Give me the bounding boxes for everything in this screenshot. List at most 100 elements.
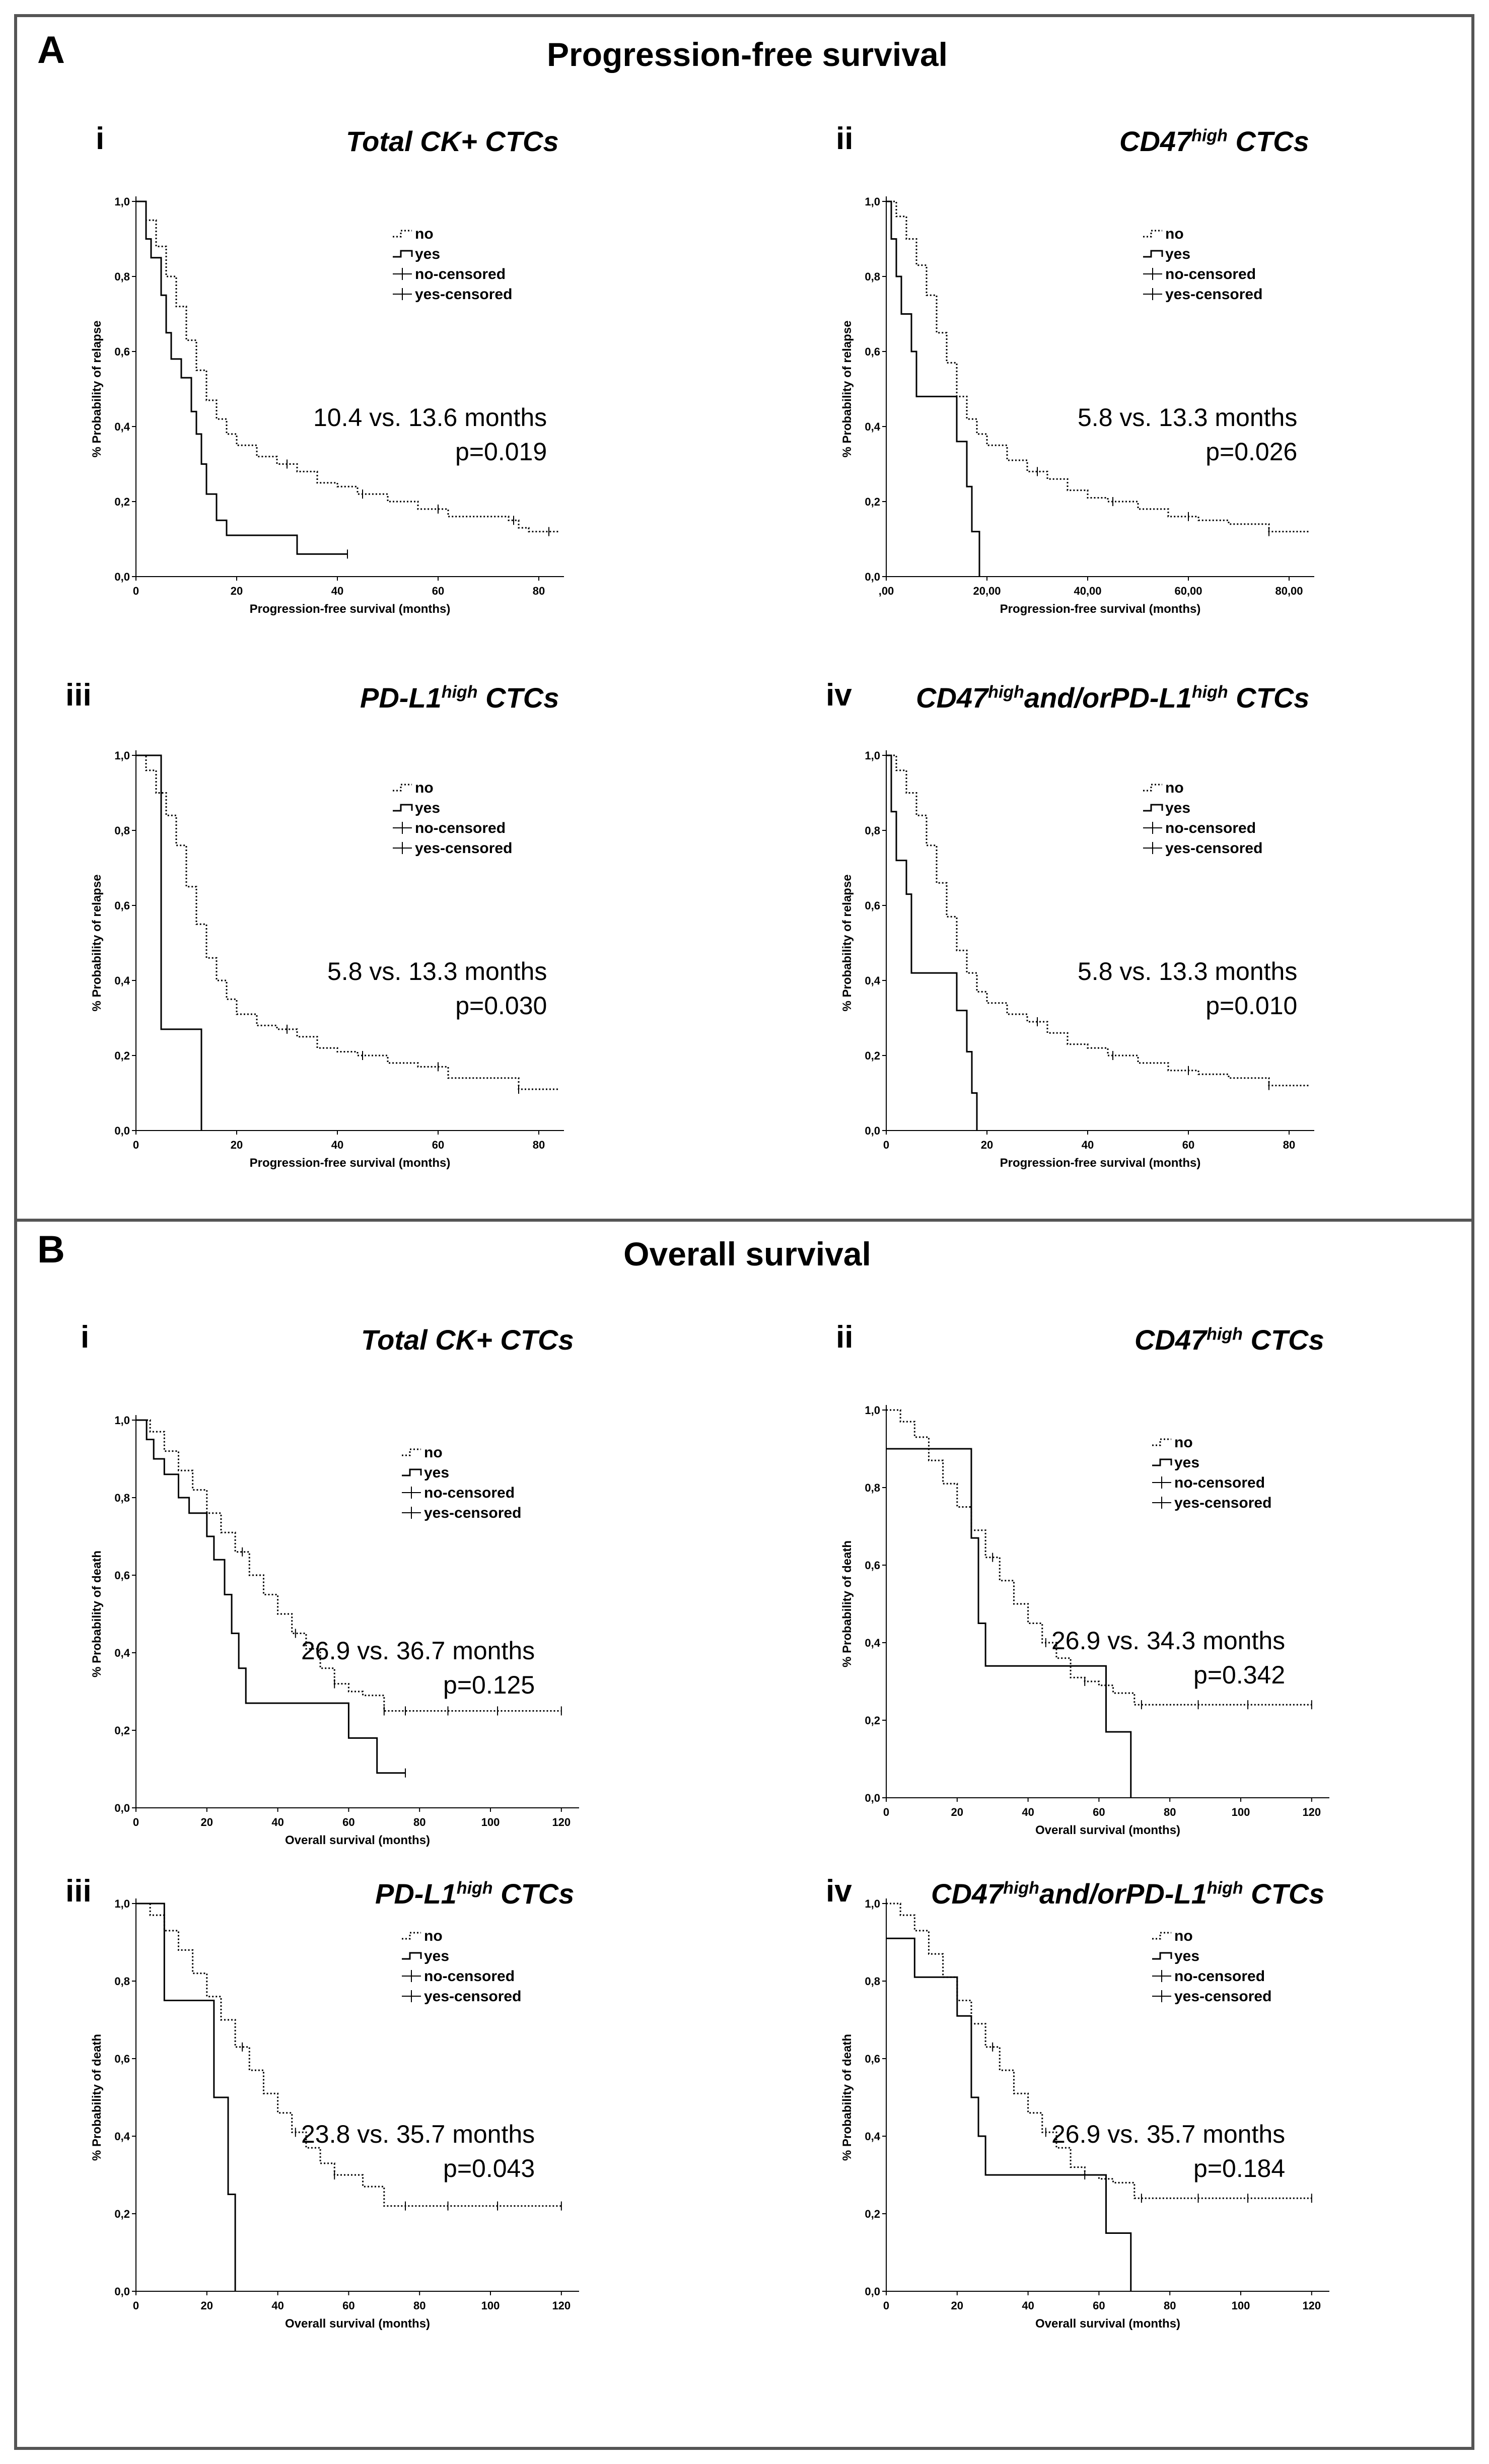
legend-label-no: no <box>1174 1434 1193 1451</box>
y-tick-label: 0,6 <box>114 1569 130 1582</box>
chart-title: Total CK+ CTCs <box>361 1323 574 1356</box>
y-axis-label: % Probability of death <box>840 1540 854 1667</box>
legend-label-no-censored: no-censored <box>424 1968 515 1985</box>
x-tick-label: 60 <box>342 1816 354 1828</box>
y-tick-label: 0,0 <box>114 2285 130 2298</box>
legend-swatch-no <box>1152 1932 1171 1940</box>
y-tick-label: 1,0 <box>865 195 880 208</box>
y-axis-label: % Probability of death <box>840 2034 854 2161</box>
x-tick-label: 20,00 <box>973 585 1001 597</box>
legend-swatch-yes <box>1152 1458 1172 1466</box>
y-tick-label: 0,0 <box>114 1124 130 1137</box>
x-axis-label: Progression-free survival (months) <box>250 602 451 616</box>
y-tick-label: 1,0 <box>114 1897 130 1910</box>
chart-title-part: CD47 <box>1119 125 1192 157</box>
y-tick-label: 0,0 <box>114 1802 130 1814</box>
y-axis-label: % Probability of relapse <box>840 874 854 1011</box>
chart-stat-annotation: 5.8 vs. 13.3 months p=0.030 <box>327 954 547 1023</box>
x-tick-label: 20 <box>201 2299 213 2312</box>
chart-stat-annotation: 5.8 vs. 13.3 months p=0.026 <box>1078 400 1297 469</box>
chart-title-part: high <box>1191 682 1228 702</box>
chart-roman-numeral: i <box>96 121 105 156</box>
legend-label-no-censored: no-censored <box>1165 266 1256 283</box>
chart-stat-annotation: 26.9 vs. 34.3 months p=0.342 <box>1051 1624 1285 1692</box>
stat-median-comparison: 26.9 vs. 35.7 months <box>1051 2120 1286 2148</box>
chart-roman-numeral: iv <box>826 678 852 713</box>
chart-title-part: CTCs <box>1243 1878 1325 1910</box>
chart-title-part: Total CK+ CTCs <box>361 1324 574 1356</box>
chart-title-part: CD47 <box>916 682 988 714</box>
chart-title-part: and/orPD-L1 <box>1039 1878 1207 1910</box>
legend-swatch-no <box>1143 784 1162 792</box>
y-tick-label: 0,0 <box>865 2285 880 2298</box>
chart-title-part: PD-L1 <box>360 682 442 714</box>
series-line-no <box>136 1419 561 1712</box>
legend-label-no-censored: no-censored <box>415 266 506 283</box>
stat-median-comparison: 23.8 vs. 35.7 months <box>301 2120 535 2148</box>
y-axis-label: % Probability of relapse <box>90 320 104 457</box>
y-tick-label: 0,2 <box>114 496 130 508</box>
legend-swatch-yes <box>402 1952 422 1960</box>
chart-title: CD47highand/orPD-L1high CTCs <box>931 1877 1324 1910</box>
y-tick-label: 1,0 <box>865 1897 880 1910</box>
x-tick-label: ,00 <box>879 585 894 597</box>
x-tick-label: 80 <box>533 1139 545 1151</box>
legend-label-no: no <box>1165 226 1184 242</box>
y-tick-label: 0,8 <box>865 1482 880 1494</box>
y-tick-label: 0,8 <box>114 1492 130 1504</box>
series-line-no <box>136 754 559 1090</box>
y-tick-label: 0,4 <box>865 2130 880 2143</box>
stat-p-value: p=0.019 <box>455 437 547 466</box>
chart-roman-numeral: ii <box>836 1320 854 1355</box>
legend-label-yes-censored: yes-censored <box>424 1505 521 1521</box>
legend-label-no: no <box>424 1928 443 1944</box>
legend-label-yes-censored: yes-censored <box>1174 1988 1271 2005</box>
chart-title-part: CD47 <box>931 1878 1004 1910</box>
y-tick-label: 0,6 <box>114 345 130 358</box>
legend-label-yes: yes <box>1174 1948 1199 1964</box>
x-tick-label: 0 <box>133 1139 139 1151</box>
x-axis-label: Progression-free survival (months) <box>1000 602 1201 616</box>
x-tick-label: 80 <box>413 2299 426 2312</box>
legend-label-no-censored: no-censored <box>1174 1474 1265 1491</box>
x-tick-label: 0 <box>883 1139 889 1151</box>
y-axis-label: % Probability of relapse <box>840 320 854 457</box>
legend-label-no: no <box>424 1444 443 1461</box>
y-tick-label: 0,4 <box>114 1647 130 1659</box>
x-tick-label: 40 <box>271 2299 283 2312</box>
km-chart-b-ii: 0,0 0,2 0,4 0,6 0,8 1,0 0 20 40 60 80 100 120 Overall… <box>840 1404 1329 1837</box>
x-tick-label: 40 <box>1022 2299 1034 2312</box>
chart-roman-numeral: ii <box>836 121 854 156</box>
panel-title-a: Progression-free survival <box>547 36 948 73</box>
series-line-no <box>886 1409 1312 1706</box>
y-tick-label: 0,2 <box>865 1049 880 1062</box>
chart-title: CD47high CTCs <box>1135 1323 1324 1356</box>
x-tick-label: 40,00 <box>1074 585 1101 597</box>
x-tick-label: 0 <box>883 1806 889 1818</box>
y-tick-label: 0,2 <box>865 2208 880 2220</box>
chart-title-part: high <box>988 682 1024 702</box>
y-tick-label: 0,0 <box>865 1124 880 1137</box>
y-axis-label: % Probability of relapse <box>90 874 104 1011</box>
stat-median-comparison: 10.4 vs. 13.6 months <box>313 403 547 432</box>
y-tick-label: 0,2 <box>865 1714 880 1727</box>
legend-label-yes: yes <box>1165 246 1190 262</box>
x-tick-label: 60 <box>432 1139 444 1151</box>
x-tick-label: 0 <box>883 2299 889 2312</box>
legend-label-no: no <box>415 226 434 242</box>
stat-p-value: p=0.043 <box>443 2154 535 2183</box>
chart-title: CD47high CTCs <box>1119 125 1309 158</box>
chart-title: PD-L1high CTCs <box>360 681 559 714</box>
y-tick-label: 0,2 <box>114 1724 130 1737</box>
legend-swatch-no <box>402 1932 421 1940</box>
chart-stat-annotation: 10.4 vs. 13.6 months p=0.019 <box>313 400 547 469</box>
y-tick-label: 0,2 <box>114 1049 130 1062</box>
legend-label-yes-censored: yes-censored <box>424 1988 521 2005</box>
y-tick-label: 0,8 <box>865 1975 880 1988</box>
x-tick-label: 100 <box>1232 2299 1250 2312</box>
series-line-no <box>136 200 559 533</box>
legend-swatch-yes <box>1143 250 1163 258</box>
stat-p-value: p=0.342 <box>1193 1660 1286 1689</box>
chart-roman-numeral: iv <box>826 1874 852 1909</box>
y-tick-label: 0,0 <box>865 571 880 583</box>
